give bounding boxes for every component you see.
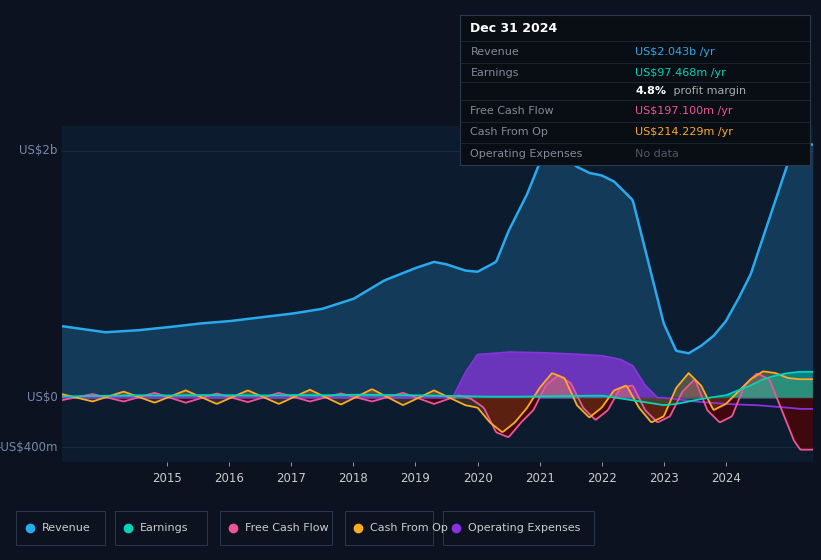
Text: Free Cash Flow: Free Cash Flow	[470, 106, 554, 116]
Text: US$97.468m /yr: US$97.468m /yr	[635, 68, 726, 78]
Text: No data: No data	[635, 149, 679, 159]
Text: Free Cash Flow: Free Cash Flow	[245, 523, 328, 533]
Text: -US$400m: -US$400m	[0, 441, 57, 454]
Text: profit margin: profit margin	[670, 86, 746, 96]
Text: US$214.229m /yr: US$214.229m /yr	[635, 127, 733, 137]
Text: Cash From Op: Cash From Op	[470, 127, 548, 137]
Text: US$197.100m /yr: US$197.100m /yr	[635, 106, 732, 116]
Text: Earnings: Earnings	[140, 523, 188, 533]
Text: Revenue: Revenue	[470, 47, 519, 57]
Text: US$0: US$0	[27, 391, 57, 404]
Text: Operating Expenses: Operating Expenses	[468, 523, 580, 533]
Text: Earnings: Earnings	[470, 68, 519, 78]
Text: 4.8%: 4.8%	[635, 86, 666, 96]
Text: Cash From Op: Cash From Op	[369, 523, 447, 533]
Text: Operating Expenses: Operating Expenses	[470, 149, 583, 159]
Text: Revenue: Revenue	[41, 523, 90, 533]
Text: US$2.043b /yr: US$2.043b /yr	[635, 47, 714, 57]
Text: US$2b: US$2b	[20, 144, 57, 157]
Text: Dec 31 2024: Dec 31 2024	[470, 21, 557, 35]
